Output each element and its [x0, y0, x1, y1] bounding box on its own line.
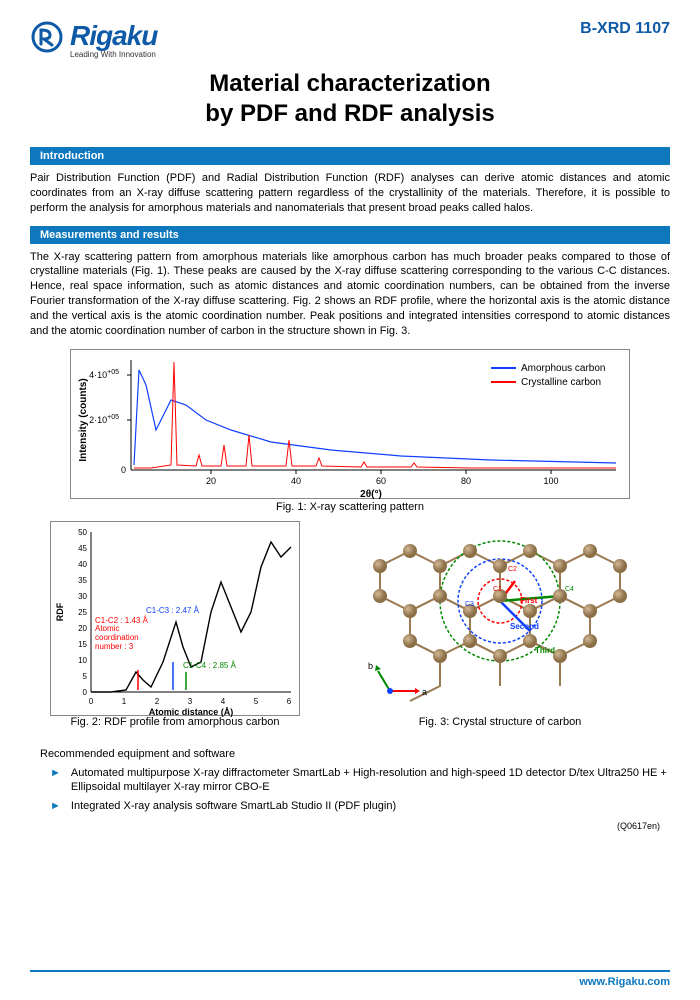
svg-text:4·10+05: 4·10+05: [89, 369, 119, 380]
svg-text:Atomic distance (Å): Atomic distance (Å): [149, 707, 234, 717]
svg-text:RDF: RDF: [55, 602, 65, 621]
svg-text:6: 6: [287, 697, 292, 706]
figure-1-chart: 20 40 60 80 100 0 2·10+05 4·10+05 2θ(°) …: [70, 349, 630, 499]
figure-2-block: 0 5 10 15 20 25 30 35 40 45 50 0 1 2: [50, 521, 300, 736]
svg-text:30: 30: [78, 592, 87, 601]
svg-text:C2: C2: [508, 566, 517, 573]
recommendation-text: Automated multipurpose X-ray diffractome…: [71, 766, 670, 795]
svg-text:b: b: [368, 661, 373, 671]
svg-text:Amorphous carbon: Amorphous carbon: [521, 363, 606, 374]
svg-text:0: 0: [121, 465, 126, 475]
page-title: Material characterization by PDF and RDF…: [30, 69, 670, 129]
fig1-caption: Fig. 1: X-ray scattering pattern: [30, 501, 670, 513]
svg-text:20: 20: [78, 624, 87, 633]
svg-text:5: 5: [83, 672, 88, 681]
page-header: Rigaku Leading With Innovation B-XRD 110…: [30, 20, 670, 59]
svg-text:10: 10: [78, 656, 87, 665]
svg-text:C1: C1: [493, 586, 502, 593]
fig2-ann2: C1-C3 : 2.47 Å: [146, 607, 199, 616]
fig2-ann1: C1-C2 : 1.43 Å Atomic coordination numbe…: [95, 617, 148, 652]
svg-text:80: 80: [461, 476, 471, 486]
page-footer: www.Rigaku.com: [30, 970, 670, 988]
bullet-icon: ►: [50, 766, 61, 795]
svg-text:2θ(°): 2θ(°): [360, 489, 382, 500]
section-header-measurements: Measurements and results: [30, 226, 670, 244]
measurements-text: The X-ray scattering pattern from amorph…: [30, 250, 670, 339]
logo-icon: [30, 20, 64, 54]
footer-url: www.Rigaku.com: [579, 976, 670, 988]
svg-text:40: 40: [291, 476, 301, 486]
brand-name: Rigaku: [70, 20, 157, 52]
fig2-caption: Fig. 2: RDF profile from amorphous carbo…: [50, 716, 300, 728]
svg-text:Crystalline carbon: Crystalline carbon: [521, 377, 601, 388]
svg-text:4: 4: [221, 697, 226, 706]
svg-text:C3: C3: [465, 601, 474, 608]
svg-text:50: 50: [78, 528, 87, 537]
bullet-icon: ►: [50, 799, 61, 813]
svg-text:2: 2: [155, 697, 160, 706]
fig2-ann3: C1-C4 : 2.85 Å: [183, 662, 236, 671]
svg-text:3: 3: [188, 697, 193, 706]
svg-text:60: 60: [376, 476, 386, 486]
logo-block: Rigaku Leading With Innovation: [30, 20, 157, 59]
svg-text:Second: Second: [510, 622, 539, 631]
recommendation-item: ► Automated multipurpose X-ray diffracto…: [50, 766, 670, 795]
figure-3-block: First Second Third C1 C2 C3 C4 a b: [350, 521, 650, 736]
recommendation-text: Integrated X-ray analysis software Smart…: [71, 799, 396, 813]
fig3-caption: Fig. 3: Crystal structure of carbon: [350, 716, 650, 728]
section-header-intro: Introduction: [30, 147, 670, 165]
title-line-2: by PDF and RDF analysis: [205, 100, 494, 127]
svg-text:0: 0: [83, 688, 88, 697]
svg-text:45: 45: [78, 544, 87, 553]
svg-text:20: 20: [206, 476, 216, 486]
svg-text:35: 35: [78, 576, 87, 585]
svg-text:15: 15: [78, 640, 87, 649]
figure-2-chart: 0 5 10 15 20 25 30 35 40 45 50 0 1 2: [50, 521, 300, 716]
figure-3-diagram: First Second Third C1 C2 C3 C4 a b: [350, 521, 650, 716]
svg-text:Third: Third: [535, 646, 555, 655]
svg-text:100: 100: [543, 476, 558, 486]
svg-text:a: a: [422, 687, 427, 697]
recommendations-header: Recommended equipment and software: [40, 748, 670, 760]
recommendation-item: ► Integrated X-ray analysis software Sma…: [50, 799, 670, 813]
svg-text:Intensity (counts): Intensity (counts): [78, 378, 89, 461]
svg-text:2·10+05: 2·10+05: [89, 414, 119, 425]
svg-text:5: 5: [254, 697, 259, 706]
document-code: B-XRD 1107: [580, 20, 670, 38]
svg-text:C4: C4: [565, 586, 574, 593]
svg-text:40: 40: [78, 560, 87, 569]
svg-text:1: 1: [122, 697, 127, 706]
document-id: (Q0617en): [30, 821, 670, 831]
brand-tagline: Leading With Innovation: [70, 50, 157, 59]
title-line-1: Material characterization: [209, 70, 490, 97]
figure-row: 0 5 10 15 20 25 30 35 40 45 50 0 1 2: [30, 521, 670, 736]
svg-text:25: 25: [78, 608, 87, 617]
svg-text:First: First: [520, 596, 538, 605]
svg-text:0: 0: [89, 697, 94, 706]
intro-text: Pair Distribution Function (PDF) and Rad…: [30, 171, 670, 216]
